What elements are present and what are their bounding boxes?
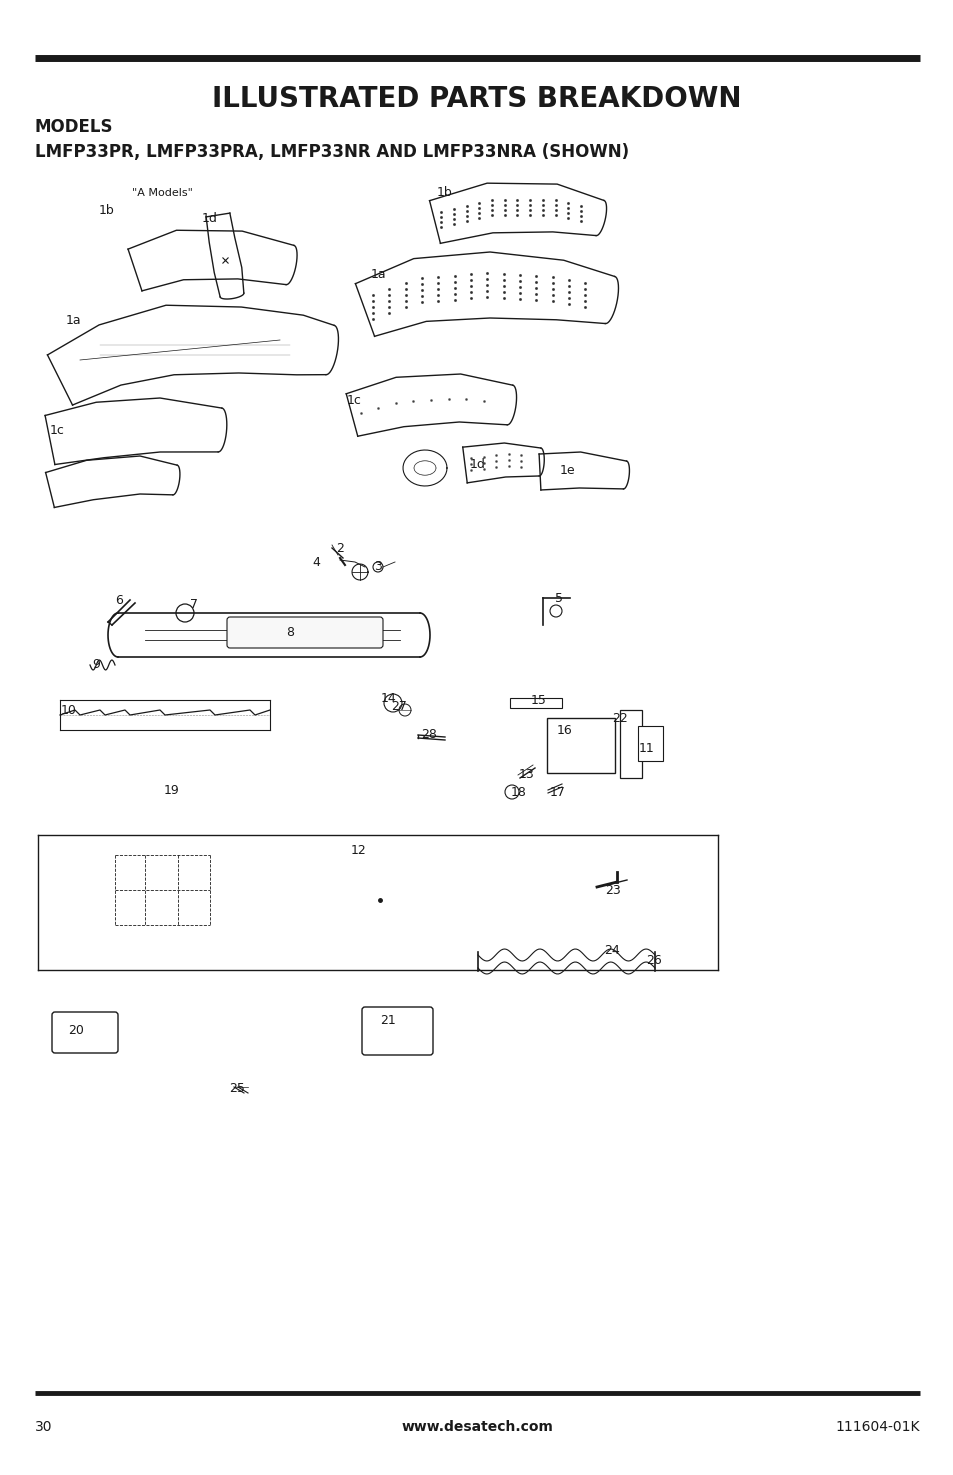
Text: 1c: 1c [346, 394, 361, 407]
Text: 1a: 1a [370, 268, 385, 282]
Text: 30: 30 [35, 1420, 52, 1434]
Text: 16: 16 [557, 724, 572, 736]
Text: 1c: 1c [50, 423, 65, 437]
Text: 5: 5 [555, 591, 562, 605]
Text: 14: 14 [381, 692, 396, 705]
Bar [638, 726, 662, 761]
Text: 27: 27 [391, 699, 407, 712]
Text: 2: 2 [335, 541, 344, 555]
Text: 25: 25 [229, 1081, 245, 1094]
Text: www.desatech.com: www.desatech.com [400, 1420, 553, 1434]
Text: 1d: 1d [470, 459, 485, 472]
Text: 13: 13 [518, 768, 535, 782]
Text: 3: 3 [374, 560, 381, 574]
Text: 4: 4 [312, 556, 319, 569]
Text: 11: 11 [639, 742, 654, 755]
Text: 23: 23 [604, 884, 620, 897]
Text: 24: 24 [603, 944, 619, 956]
Text: 20: 20 [68, 1024, 84, 1037]
Text: 10: 10 [61, 704, 77, 717]
Text: 1e: 1e [558, 463, 575, 476]
Text: 21: 21 [379, 1013, 395, 1027]
Bar [546, 718, 615, 773]
Bar [510, 698, 561, 708]
Text: ILLUSTRATED PARTS BREAKDOWN: ILLUSTRATED PARTS BREAKDOWN [212, 86, 741, 114]
Text: 19: 19 [164, 783, 180, 796]
Text: 28: 28 [420, 729, 436, 742]
Text: 17: 17 [550, 786, 565, 799]
Text: 7: 7 [190, 599, 198, 612]
FancyBboxPatch shape [52, 1012, 118, 1053]
Text: 1b: 1b [436, 186, 453, 199]
Text: 26: 26 [645, 953, 661, 966]
Text: 1b: 1b [99, 204, 114, 217]
Text: 15: 15 [531, 693, 546, 707]
Text: MODELS: MODELS [35, 118, 113, 136]
Text: 18: 18 [511, 786, 526, 799]
Bar [619, 709, 641, 777]
Text: LMFP33PR, LMFP33PRA, LMFP33NR AND LMFP33NRA (SHOWN): LMFP33PR, LMFP33PRA, LMFP33NR AND LMFP33… [35, 143, 628, 161]
Text: 8: 8 [286, 627, 294, 640]
FancyBboxPatch shape [361, 1007, 433, 1055]
Text: 111604-01K: 111604-01K [835, 1420, 919, 1434]
Text: 12: 12 [351, 844, 367, 857]
Text: 1a: 1a [65, 314, 81, 326]
Text: "A Models": "A Models" [132, 187, 193, 198]
Text: 22: 22 [612, 711, 627, 724]
Text: 1d: 1d [202, 211, 217, 224]
Text: 6: 6 [115, 593, 123, 606]
Text: 9: 9 [92, 658, 100, 671]
FancyBboxPatch shape [227, 617, 382, 648]
